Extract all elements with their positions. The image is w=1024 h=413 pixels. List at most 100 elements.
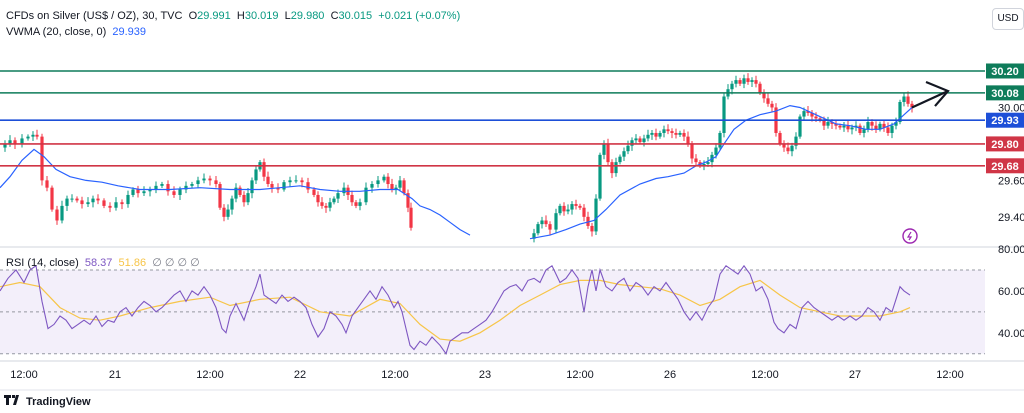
candle-body[interactable] [65, 198, 69, 206]
candle-body[interactable] [622, 151, 626, 157]
candle-body[interactable] [26, 136, 30, 139]
candle-body[interactable] [80, 200, 84, 205]
candle-body[interactable] [570, 204, 574, 210]
candle-body[interactable] [342, 187, 346, 194]
candle-body[interactable] [131, 189, 135, 195]
candle-body[interactable] [320, 202, 324, 206]
candle-body[interactable] [148, 189, 152, 192]
candle-body[interactable] [166, 184, 170, 192]
candle-body[interactable] [610, 162, 614, 174]
rsi-line[interactable] [0, 264, 911, 355]
candle-body[interactable] [532, 233, 536, 239]
candle-body[interactable] [354, 202, 358, 206]
candle-body[interactable] [202, 178, 206, 181]
candle-body[interactable] [834, 123, 838, 126]
candle-body[interactable] [544, 220, 548, 225]
candle-body[interactable] [586, 216, 590, 226]
candle-body[interactable] [102, 200, 106, 206]
candle-body[interactable] [226, 209, 230, 217]
candle-body[interactable] [376, 180, 380, 185]
candle-body[interactable] [31, 134, 35, 137]
candle-body[interactable] [300, 180, 304, 183]
candle-body[interactable] [288, 180, 292, 183]
candle-body[interactable] [554, 213, 558, 230]
candle-body[interactable] [3, 143, 7, 148]
candle-body[interactable] [862, 129, 866, 133]
candle-body[interactable] [75, 198, 79, 201]
candle-body[interactable] [574, 204, 578, 206]
candle-body[interactable] [190, 184, 194, 186]
candle-body[interactable] [794, 136, 798, 146]
candle-body[interactable] [766, 98, 770, 104]
candle-body[interactable] [626, 145, 630, 152]
candle-body[interactable] [160, 184, 164, 186]
candle-body[interactable] [778, 132, 782, 144]
candle-body[interactable] [694, 158, 698, 163]
candle-body[interactable] [614, 162, 618, 174]
candle-body[interactable] [196, 180, 200, 185]
candle-body[interactable] [714, 147, 718, 155]
candle-body[interactable] [742, 78, 746, 84]
candle-body[interactable] [238, 187, 242, 195]
candle-body[interactable] [782, 143, 786, 148]
candle-body[interactable] [634, 138, 638, 141]
candle-body[interactable] [409, 207, 413, 228]
candle-body[interactable] [666, 129, 670, 132]
candle-body[interactable] [234, 187, 238, 199]
candle-body[interactable] [674, 132, 678, 135]
candle-body[interactable] [870, 122, 874, 126]
candle-body[interactable] [60, 205, 64, 221]
candle-body[interactable] [136, 189, 140, 194]
candle-body[interactable] [654, 132, 658, 137]
candle-body[interactable] [578, 205, 582, 208]
candle-body[interactable] [582, 207, 586, 217]
price-pane[interactable] [0, 73, 914, 243]
candle-body[interactable] [536, 224, 540, 234]
candle-body[interactable] [262, 162, 266, 177]
tradingview-logo[interactable]: TradingView [4, 395, 91, 408]
candle-body[interactable] [690, 143, 694, 159]
candle-body[interactable] [702, 163, 706, 166]
candle-body[interactable] [762, 92, 766, 99]
horizontal-levels[interactable]: 30.20 30.08 29.93 29.80 29.68 [0, 63, 1024, 174]
candle-body[interactable] [214, 180, 218, 185]
candle-body[interactable] [386, 176, 390, 185]
candle-body[interactable] [850, 127, 854, 130]
candle-body[interactable] [662, 129, 666, 133]
candle-body[interactable] [40, 136, 44, 181]
candle-body[interactable] [332, 198, 336, 203]
candle-body[interactable] [602, 143, 606, 155]
rsi-legend[interactable]: RSI (14, close) 58.37 51.86 ∅ ∅ ∅ ∅ [6, 256, 200, 269]
candle-body[interactable] [758, 83, 762, 93]
candle-body[interactable] [142, 191, 146, 194]
candle-body[interactable] [682, 132, 686, 137]
candle-body[interactable] [390, 184, 394, 190]
candle-body[interactable] [266, 176, 270, 185]
candle-body[interactable] [790, 145, 794, 152]
candle-body[interactable] [878, 123, 882, 130]
candle-body[interactable] [590, 225, 594, 232]
candle-body[interactable] [208, 178, 212, 181]
candle-body[interactable] [316, 194, 320, 203]
candle-body[interactable] [246, 193, 250, 203]
candle-body[interactable] [670, 131, 674, 133]
candle-body[interactable] [754, 80, 758, 84]
candle-body[interactable] [646, 134, 650, 139]
candle-body[interactable] [154, 185, 158, 190]
candle-body[interactable] [394, 187, 398, 190]
candle-body[interactable] [55, 209, 59, 221]
candle-body[interactable] [350, 194, 354, 203]
candle-body[interactable] [566, 209, 570, 212]
candle-body[interactable] [13, 140, 17, 144]
time-axis[interactable]: 12:00 21 12:00 22 12:00 23 12:00 26 12:00 27 12:00 [0, 360, 1024, 391]
candle-body[interactable] [842, 125, 846, 128]
candle-body[interactable] [894, 122, 898, 126]
candle-body[interactable] [8, 140, 12, 144]
currency-button[interactable]: USD [992, 8, 1024, 30]
candle-body[interactable] [858, 125, 862, 133]
candle-body[interactable] [866, 122, 870, 130]
candle-body[interactable] [598, 154, 602, 199]
candle-body[interactable] [398, 180, 402, 188]
candle-body[interactable] [686, 136, 690, 144]
candle-body[interactable] [126, 194, 130, 205]
